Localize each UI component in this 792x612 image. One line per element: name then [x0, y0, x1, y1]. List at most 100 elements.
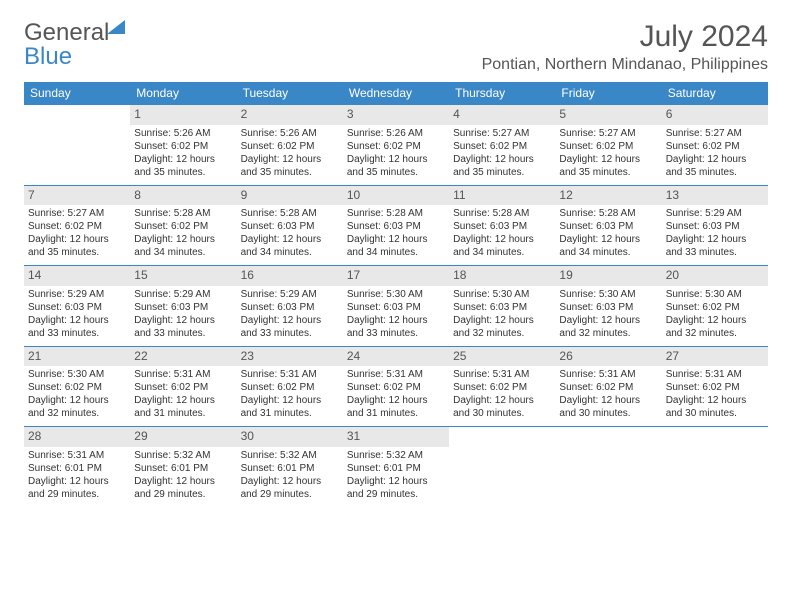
day-number: 27 — [662, 347, 768, 367]
day-number: 24 — [343, 347, 449, 367]
sunrise-text: Sunrise: 5:30 AM — [453, 288, 551, 301]
sunrise-text: Sunrise: 5:31 AM — [559, 368, 657, 381]
daylight-text: Daylight: 12 hours and 35 minutes. — [347, 153, 445, 179]
sunrise-text: Sunrise: 5:27 AM — [666, 127, 764, 140]
weekday-header-row: Sunday Monday Tuesday Wednesday Thursday… — [24, 82, 768, 105]
sunset-text: Sunset: 6:03 PM — [559, 301, 657, 314]
daylight-text: Daylight: 12 hours and 34 minutes. — [241, 233, 339, 259]
sunset-text: Sunset: 6:03 PM — [134, 301, 232, 314]
day-number: 3 — [343, 105, 449, 125]
sunrise-text: Sunrise: 5:31 AM — [241, 368, 339, 381]
weekday-header: Friday — [555, 82, 661, 105]
sunset-text: Sunset: 6:02 PM — [241, 140, 339, 153]
calendar-day-cell: 15Sunrise: 5:29 AMSunset: 6:03 PMDayligh… — [130, 266, 236, 347]
calendar-day-cell — [449, 427, 555, 507]
daylight-text: Daylight: 12 hours and 35 minutes. — [453, 153, 551, 179]
daylight-text: Daylight: 12 hours and 33 minutes. — [666, 233, 764, 259]
logo-text: General Blue — [24, 20, 125, 69]
sunset-text: Sunset: 6:02 PM — [559, 140, 657, 153]
day-number: 12 — [555, 186, 661, 206]
calendar-day-cell: 16Sunrise: 5:29 AMSunset: 6:03 PMDayligh… — [237, 266, 343, 347]
sunrise-text: Sunrise: 5:26 AM — [241, 127, 339, 140]
calendar-day-cell: 4Sunrise: 5:27 AMSunset: 6:02 PMDaylight… — [449, 105, 555, 186]
day-number: 9 — [237, 186, 343, 206]
sunrise-text: Sunrise: 5:31 AM — [453, 368, 551, 381]
calendar-day-cell: 11Sunrise: 5:28 AMSunset: 6:03 PMDayligh… — [449, 185, 555, 266]
sunset-text: Sunset: 6:03 PM — [453, 220, 551, 233]
daylight-text: Daylight: 12 hours and 34 minutes. — [134, 233, 232, 259]
day-number: 7 — [24, 186, 130, 206]
sunrise-text: Sunrise: 5:29 AM — [241, 288, 339, 301]
daylight-text: Daylight: 12 hours and 32 minutes. — [453, 314, 551, 340]
sunset-text: Sunset: 6:03 PM — [453, 301, 551, 314]
sunset-text: Sunset: 6:01 PM — [241, 462, 339, 475]
daylight-text: Daylight: 12 hours and 30 minutes. — [453, 394, 551, 420]
sunset-text: Sunset: 6:02 PM — [453, 381, 551, 394]
calendar-body: 1Sunrise: 5:26 AMSunset: 6:02 PMDaylight… — [24, 105, 768, 507]
daylight-text: Daylight: 12 hours and 29 minutes. — [28, 475, 126, 501]
day-number: 15 — [130, 266, 236, 286]
calendar-week-row: 14Sunrise: 5:29 AMSunset: 6:03 PMDayligh… — [24, 266, 768, 347]
calendar-day-cell: 19Sunrise: 5:30 AMSunset: 6:03 PMDayligh… — [555, 266, 661, 347]
sunrise-text: Sunrise: 5:30 AM — [28, 368, 126, 381]
day-number: 31 — [343, 427, 449, 447]
day-number: 8 — [130, 186, 236, 206]
daylight-text: Daylight: 12 hours and 31 minutes. — [347, 394, 445, 420]
calendar-table: Sunday Monday Tuesday Wednesday Thursday… — [24, 82, 768, 507]
sunset-text: Sunset: 6:02 PM — [134, 381, 232, 394]
calendar-day-cell: 13Sunrise: 5:29 AMSunset: 6:03 PMDayligh… — [662, 185, 768, 266]
sunset-text: Sunset: 6:03 PM — [666, 220, 764, 233]
calendar-day-cell: 3Sunrise: 5:26 AMSunset: 6:02 PMDaylight… — [343, 105, 449, 186]
sunrise-text: Sunrise: 5:32 AM — [347, 449, 445, 462]
weekday-header: Tuesday — [237, 82, 343, 105]
sunset-text: Sunset: 6:02 PM — [453, 140, 551, 153]
calendar-day-cell: 24Sunrise: 5:31 AMSunset: 6:02 PMDayligh… — [343, 346, 449, 427]
day-number: 22 — [130, 347, 236, 367]
calendar-day-cell: 12Sunrise: 5:28 AMSunset: 6:03 PMDayligh… — [555, 185, 661, 266]
weekday-header: Thursday — [449, 82, 555, 105]
sunset-text: Sunset: 6:03 PM — [241, 301, 339, 314]
day-number: 17 — [343, 266, 449, 286]
day-number: 10 — [343, 186, 449, 206]
day-number: 25 — [449, 347, 555, 367]
calendar-day-cell: 25Sunrise: 5:31 AMSunset: 6:02 PMDayligh… — [449, 346, 555, 427]
sunset-text: Sunset: 6:02 PM — [134, 220, 232, 233]
calendar-week-row: 21Sunrise: 5:30 AMSunset: 6:02 PMDayligh… — [24, 346, 768, 427]
calendar-day-cell — [24, 105, 130, 186]
daylight-text: Daylight: 12 hours and 31 minutes. — [134, 394, 232, 420]
logo: General Blue — [24, 20, 125, 69]
day-number: 13 — [662, 186, 768, 206]
logo-triangle-icon — [107, 20, 125, 34]
sunset-text: Sunset: 6:01 PM — [28, 462, 126, 475]
calendar-day-cell — [662, 427, 768, 507]
sunrise-text: Sunrise: 5:29 AM — [28, 288, 126, 301]
location-text: Pontian, Northern Mindanao, Philippines — [482, 56, 768, 74]
sunrise-text: Sunrise: 5:29 AM — [666, 207, 764, 220]
day-number: 30 — [237, 427, 343, 447]
day-number: 16 — [237, 266, 343, 286]
daylight-text: Daylight: 12 hours and 33 minutes. — [134, 314, 232, 340]
daylight-text: Daylight: 12 hours and 32 minutes. — [559, 314, 657, 340]
day-number: 26 — [555, 347, 661, 367]
day-number: 2 — [237, 105, 343, 125]
calendar-day-cell: 28Sunrise: 5:31 AMSunset: 6:01 PMDayligh… — [24, 427, 130, 507]
day-number: 4 — [449, 105, 555, 125]
weekday-header: Saturday — [662, 82, 768, 105]
daylight-text: Daylight: 12 hours and 29 minutes. — [241, 475, 339, 501]
sunrise-text: Sunrise: 5:31 AM — [666, 368, 764, 381]
sunset-text: Sunset: 6:02 PM — [28, 381, 126, 394]
day-number: 5 — [555, 105, 661, 125]
sunrise-text: Sunrise: 5:32 AM — [134, 449, 232, 462]
sunset-text: Sunset: 6:02 PM — [347, 140, 445, 153]
sunset-text: Sunset: 6:02 PM — [666, 140, 764, 153]
calendar-week-row: 28Sunrise: 5:31 AMSunset: 6:01 PMDayligh… — [24, 427, 768, 507]
day-number: 11 — [449, 186, 555, 206]
daylight-text: Daylight: 12 hours and 34 minutes. — [559, 233, 657, 259]
calendar-day-cell: 21Sunrise: 5:30 AMSunset: 6:02 PMDayligh… — [24, 346, 130, 427]
day-number: 18 — [449, 266, 555, 286]
daylight-text: Daylight: 12 hours and 35 minutes. — [241, 153, 339, 179]
daylight-text: Daylight: 12 hours and 33 minutes. — [28, 314, 126, 340]
sunset-text: Sunset: 6:03 PM — [347, 301, 445, 314]
calendar-day-cell: 17Sunrise: 5:30 AMSunset: 6:03 PMDayligh… — [343, 266, 449, 347]
calendar-day-cell: 10Sunrise: 5:28 AMSunset: 6:03 PMDayligh… — [343, 185, 449, 266]
